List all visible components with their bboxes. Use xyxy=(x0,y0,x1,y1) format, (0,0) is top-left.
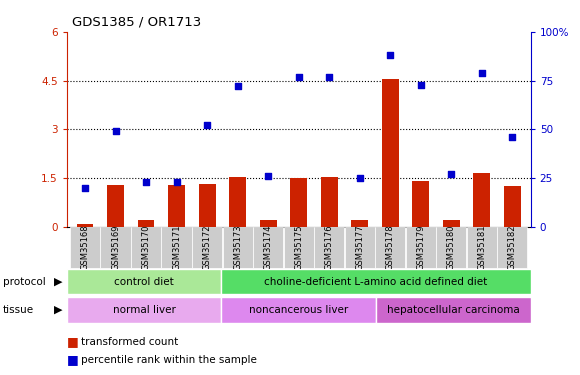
Bar xyxy=(67,297,222,322)
Text: GSM35177: GSM35177 xyxy=(356,225,364,270)
Bar xyxy=(382,79,398,227)
Bar xyxy=(291,178,307,227)
Point xyxy=(172,179,181,185)
Point xyxy=(447,171,456,177)
Bar xyxy=(473,173,490,227)
Bar xyxy=(314,227,345,268)
Bar xyxy=(67,269,222,294)
Text: transformed count: transformed count xyxy=(81,337,179,347)
Bar xyxy=(375,227,405,268)
Bar xyxy=(443,220,460,227)
Text: GSM35179: GSM35179 xyxy=(416,225,425,270)
Bar xyxy=(467,227,497,268)
Text: GSM35175: GSM35175 xyxy=(294,225,303,270)
Bar xyxy=(199,184,216,227)
Bar xyxy=(168,185,185,227)
Point xyxy=(477,70,487,76)
Bar xyxy=(260,220,277,227)
Text: tissue: tissue xyxy=(3,305,34,315)
Point xyxy=(202,123,212,129)
Text: percentile rank within the sample: percentile rank within the sample xyxy=(81,355,257,365)
Point xyxy=(416,81,426,87)
Bar xyxy=(345,227,375,268)
Text: control diet: control diet xyxy=(114,277,174,286)
Text: ▶: ▶ xyxy=(53,305,62,315)
Bar xyxy=(229,177,246,227)
Bar xyxy=(351,220,368,227)
Bar xyxy=(284,227,314,268)
Bar xyxy=(412,182,429,227)
Text: choline-deficient L-amino acid defined diet: choline-deficient L-amino acid defined d… xyxy=(264,277,488,286)
Point xyxy=(294,74,303,80)
Point xyxy=(386,52,395,58)
Text: GDS1385 / OR1713: GDS1385 / OR1713 xyxy=(72,15,202,28)
Text: GSM35169: GSM35169 xyxy=(111,225,120,270)
Bar xyxy=(321,177,338,227)
Bar xyxy=(137,220,154,227)
Bar xyxy=(100,227,130,268)
Bar xyxy=(192,227,222,268)
Bar xyxy=(497,227,527,268)
Bar xyxy=(161,227,192,268)
Text: GSM35180: GSM35180 xyxy=(447,225,456,270)
Bar xyxy=(504,186,521,227)
Point xyxy=(142,179,151,185)
Text: GSM35173: GSM35173 xyxy=(233,225,242,270)
Bar xyxy=(376,297,531,322)
Bar xyxy=(253,227,283,268)
Text: protocol: protocol xyxy=(3,277,46,286)
Text: GSM35182: GSM35182 xyxy=(508,225,517,270)
Text: GSM35176: GSM35176 xyxy=(325,225,333,270)
Point xyxy=(233,84,242,90)
Text: GSM35181: GSM35181 xyxy=(477,225,487,270)
Text: GSM35170: GSM35170 xyxy=(142,225,151,270)
Bar xyxy=(131,227,161,268)
Bar xyxy=(223,227,253,268)
Bar xyxy=(107,185,124,227)
Bar xyxy=(222,269,531,294)
Bar xyxy=(436,227,466,268)
Bar xyxy=(70,227,100,268)
Point xyxy=(81,185,90,191)
Text: GSM35174: GSM35174 xyxy=(264,225,273,270)
Text: ■: ■ xyxy=(67,336,78,348)
Text: normal liver: normal liver xyxy=(113,305,176,315)
Bar xyxy=(77,224,93,227)
Point xyxy=(508,134,517,140)
Text: GSM35168: GSM35168 xyxy=(81,225,89,270)
Text: ■: ■ xyxy=(67,354,78,366)
Point xyxy=(355,175,364,181)
Bar xyxy=(405,227,436,268)
Text: ▶: ▶ xyxy=(53,277,62,286)
Text: noncancerous liver: noncancerous liver xyxy=(249,305,349,315)
Text: hepatocellular carcinoma: hepatocellular carcinoma xyxy=(387,305,520,315)
Text: GSM35172: GSM35172 xyxy=(202,225,212,270)
Point xyxy=(111,128,120,134)
Bar xyxy=(222,297,376,322)
Text: GSM35171: GSM35171 xyxy=(172,225,181,270)
Point xyxy=(263,173,273,179)
Point xyxy=(325,74,334,80)
Text: GSM35178: GSM35178 xyxy=(386,225,395,270)
